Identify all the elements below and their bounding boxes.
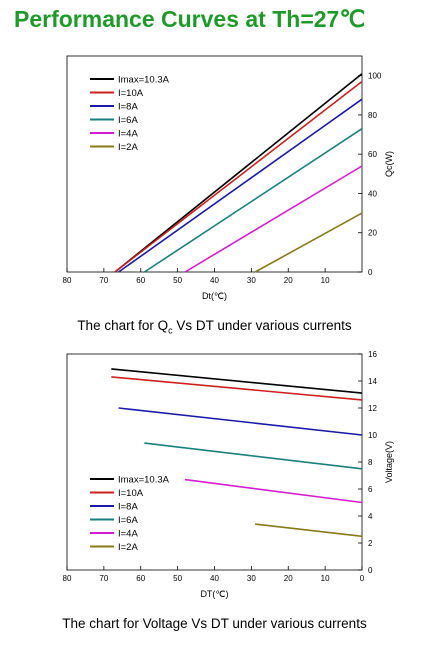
- y-axis-label: Voltage(V): [384, 441, 394, 483]
- y-tick-label: 60: [368, 150, 377, 159]
- x-axis-label: Dt(℃): [202, 291, 227, 301]
- x-tick-label: 30: [247, 574, 256, 583]
- y-axis-label: Qc(W): [384, 151, 394, 177]
- chart1-caption-pre: The chart for Q: [77, 318, 169, 333]
- y-tick-label: 8: [368, 458, 373, 467]
- x-axis-label: DT(℃): [200, 589, 228, 599]
- legend-label: I=8A: [118, 102, 138, 113]
- legend-label: I=2A: [118, 542, 138, 553]
- y-tick-label: 6: [368, 485, 373, 494]
- y-tick-label: 10: [368, 431, 377, 440]
- x-tick-label: 60: [136, 276, 145, 285]
- y-tick-label: 2: [368, 539, 373, 548]
- y-tick-label: 40: [368, 189, 377, 198]
- y-tick-label: 20: [368, 229, 377, 238]
- series-line: [184, 165, 363, 273]
- x-tick-label: 70: [99, 276, 108, 285]
- chart1-caption-sub: c: [168, 325, 173, 336]
- y-tick-label: 100: [368, 72, 382, 81]
- legend-label: Imax=10.3A: [118, 475, 170, 486]
- series-line: [143, 128, 363, 273]
- legend-label: I=4A: [118, 529, 138, 540]
- x-tick-label: 10: [321, 574, 330, 583]
- x-tick-label: 80: [63, 574, 72, 583]
- series-line: [254, 212, 363, 273]
- x-tick-label: 60: [136, 574, 145, 583]
- x-tick-label: 50: [173, 276, 182, 285]
- x-tick-label: 20: [284, 276, 293, 285]
- legend-label: I=8A: [118, 502, 138, 513]
- y-tick-label: 12: [368, 404, 377, 413]
- y-tick-label: 4: [368, 512, 373, 521]
- y-tick-label: 0: [368, 268, 373, 277]
- y-tick-label: 16: [368, 350, 377, 359]
- page-title: Performance Curves at Th=27℃: [14, 6, 366, 32]
- legend-label: I=4A: [118, 129, 138, 140]
- chart1-caption-post: Vs DT under various currents: [172, 318, 352, 333]
- x-tick-label: 0: [360, 574, 365, 583]
- y-tick-label: 80: [368, 111, 377, 120]
- series-line: [111, 376, 363, 401]
- x-tick-label: 20: [284, 574, 293, 583]
- x-tick-label: 30: [247, 276, 256, 285]
- x-tick-label: 80: [63, 276, 72, 285]
- series-line: [255, 523, 363, 538]
- x-tick-label: 70: [99, 574, 108, 583]
- series-line: [118, 407, 363, 436]
- x-tick-label: 40: [210, 276, 219, 285]
- x-tick-label: 50: [173, 574, 182, 583]
- chart1-caption: The chart for Qc Vs DT under various cur…: [0, 318, 429, 336]
- legend-label: I=6A: [118, 515, 138, 526]
- series-line: [114, 80, 363, 273]
- series-line: [111, 368, 363, 394]
- y-tick-label: 0: [368, 566, 373, 575]
- chart2-caption: The chart for Voltage Vs DT under variou…: [62, 616, 367, 631]
- legend-label: Imax=10.3A: [118, 75, 170, 86]
- series-line: [118, 98, 363, 273]
- series-line: [114, 73, 363, 273]
- voltage-vs-dt-chart: 80 70 60 50 40 30 20 10 00 2 4 6 8 10 12 14 16 DT(℃) Volta…: [63, 350, 394, 599]
- legend-label: I=6A: [118, 115, 138, 126]
- legend-label: I=10A: [118, 88, 144, 99]
- y-tick-label: 14: [368, 377, 377, 386]
- qc-vs-dt-chart: 80 70 60 50 40 30 20 10020406080100Dt(℃)Qc(W)Im…: [63, 55, 394, 301]
- series-line: [144, 442, 363, 470]
- x-tick-label: 10: [321, 276, 330, 285]
- legend-label: I=10A: [118, 488, 144, 499]
- legend-label: I=2A: [118, 142, 138, 153]
- series-line: [184, 478, 363, 504]
- x-tick-label: 40: [210, 574, 219, 583]
